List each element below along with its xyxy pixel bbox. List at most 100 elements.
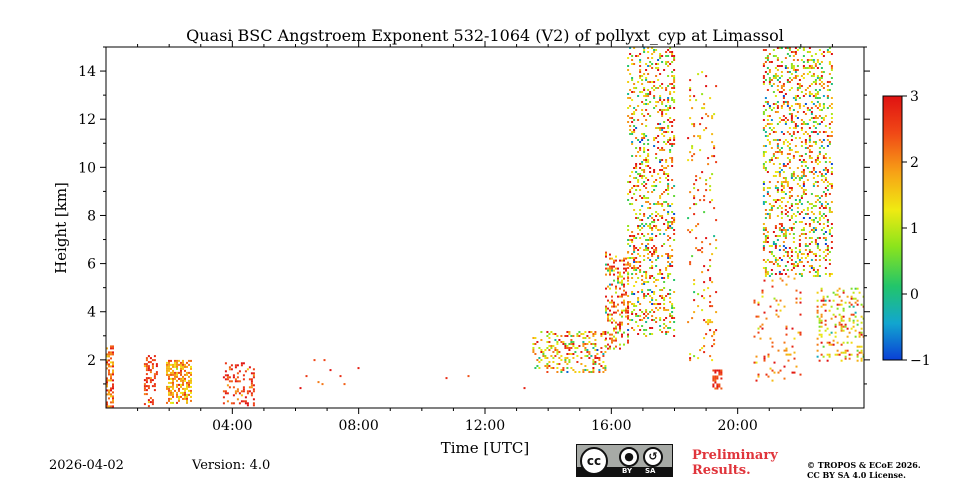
data-pixel xyxy=(669,221,672,223)
data-pixel xyxy=(629,191,632,193)
data-pixel xyxy=(774,259,777,261)
data-pixel xyxy=(607,299,609,302)
data-pixel xyxy=(629,89,632,91)
data-pixel xyxy=(623,285,625,288)
data-pixel xyxy=(802,55,805,57)
data-pixel xyxy=(762,259,765,261)
data-pixel xyxy=(775,313,778,316)
data-pixel xyxy=(820,117,823,119)
data-pixel xyxy=(820,61,823,63)
data-pixel xyxy=(794,221,797,223)
data-pixel xyxy=(645,281,648,283)
data-pixel xyxy=(544,355,547,357)
data-pixel xyxy=(246,392,249,395)
data-pixel xyxy=(830,201,833,203)
data-pixel xyxy=(147,401,150,404)
data-pixel xyxy=(558,339,561,341)
data-pixel xyxy=(703,129,706,132)
data-pixel xyxy=(313,359,316,362)
data-pixel xyxy=(776,259,779,261)
data-pixel xyxy=(780,65,783,67)
data-pixel xyxy=(546,331,549,333)
data-pixel xyxy=(643,87,646,89)
data-pixel xyxy=(532,343,535,345)
data-pixel xyxy=(830,223,833,225)
data-pixel xyxy=(687,159,690,162)
data-pixel xyxy=(766,241,769,243)
data-pixel xyxy=(762,111,765,113)
data-pixel xyxy=(669,255,672,257)
data-pixel xyxy=(178,363,180,366)
data-pixel xyxy=(645,247,648,249)
data-pixel xyxy=(757,327,760,330)
data-pixel xyxy=(836,307,839,310)
data-pixel xyxy=(776,101,779,103)
data-pixel xyxy=(641,113,644,115)
data-pixel xyxy=(617,309,619,312)
data-pixel xyxy=(182,393,184,396)
data-pixel xyxy=(609,347,611,350)
data-pixel xyxy=(846,295,849,298)
data-pixel xyxy=(605,305,607,308)
data-pixel xyxy=(143,387,146,390)
data-pixel xyxy=(538,367,541,369)
data-pixel xyxy=(631,113,634,115)
data-pixel xyxy=(665,173,668,175)
data-pixel xyxy=(792,227,795,229)
data-pixel xyxy=(635,247,638,249)
data-pixel xyxy=(637,299,640,301)
data-pixel xyxy=(806,255,809,257)
data-pixel xyxy=(713,343,716,346)
data-pixel xyxy=(647,233,650,235)
data-pixel xyxy=(629,47,632,49)
data-pixel xyxy=(774,187,777,189)
data-pixel xyxy=(572,357,575,359)
data-pixel xyxy=(824,179,827,181)
data-pixel xyxy=(854,301,857,304)
data-pixel xyxy=(645,103,648,105)
data-pixel xyxy=(838,321,841,324)
data-pixel xyxy=(110,405,112,408)
data-pixel xyxy=(691,317,694,320)
data-pixel xyxy=(176,375,178,378)
data-pixel xyxy=(818,79,821,81)
data-pixel xyxy=(703,289,706,292)
data-pixel xyxy=(645,109,648,111)
data-pixel xyxy=(641,283,644,285)
data-pixel xyxy=(776,239,779,241)
data-pixel xyxy=(657,303,660,305)
data-pixel xyxy=(753,335,756,338)
data-pixel xyxy=(645,249,648,251)
data-pixel xyxy=(180,395,182,398)
data-pixel xyxy=(822,87,825,89)
data-pixel xyxy=(607,317,609,320)
data-pixel xyxy=(762,229,765,231)
data-pixel xyxy=(582,343,585,345)
data-pixel xyxy=(695,175,698,178)
data-pixel xyxy=(776,89,779,91)
data-pixel xyxy=(568,353,571,355)
data-pixel xyxy=(804,147,807,149)
data-pixel xyxy=(762,81,765,83)
data-pixel xyxy=(643,143,646,145)
data-pixel xyxy=(772,91,775,93)
data-pixel xyxy=(659,169,662,171)
data-pixel xyxy=(776,139,779,141)
data-pixel xyxy=(554,347,557,349)
data-pixel xyxy=(647,65,650,67)
data-pixel xyxy=(613,347,615,350)
data-pixel xyxy=(639,163,642,165)
data-pixel xyxy=(592,359,595,361)
data-pixel xyxy=(176,395,178,398)
data-pixel xyxy=(596,357,599,359)
data-pixel xyxy=(649,277,652,279)
data-pixel xyxy=(818,147,821,149)
data-pixel xyxy=(643,197,646,199)
data-pixel xyxy=(673,219,676,221)
data-pixel xyxy=(788,195,791,197)
data-pixel xyxy=(153,355,156,358)
data-pixel xyxy=(816,237,819,239)
data-pixel xyxy=(776,151,779,153)
data-pixel xyxy=(707,319,710,322)
data-pixel xyxy=(794,151,797,153)
